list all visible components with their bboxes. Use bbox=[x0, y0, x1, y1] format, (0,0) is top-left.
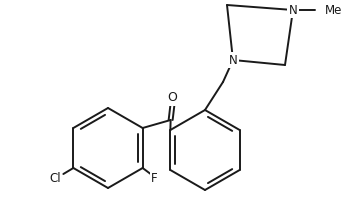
Text: O: O bbox=[168, 92, 178, 105]
Text: N: N bbox=[229, 53, 237, 66]
Text: Cl: Cl bbox=[50, 171, 61, 184]
Text: F: F bbox=[151, 171, 158, 184]
Text: Me: Me bbox=[325, 3, 343, 16]
Text: N: N bbox=[289, 3, 297, 16]
